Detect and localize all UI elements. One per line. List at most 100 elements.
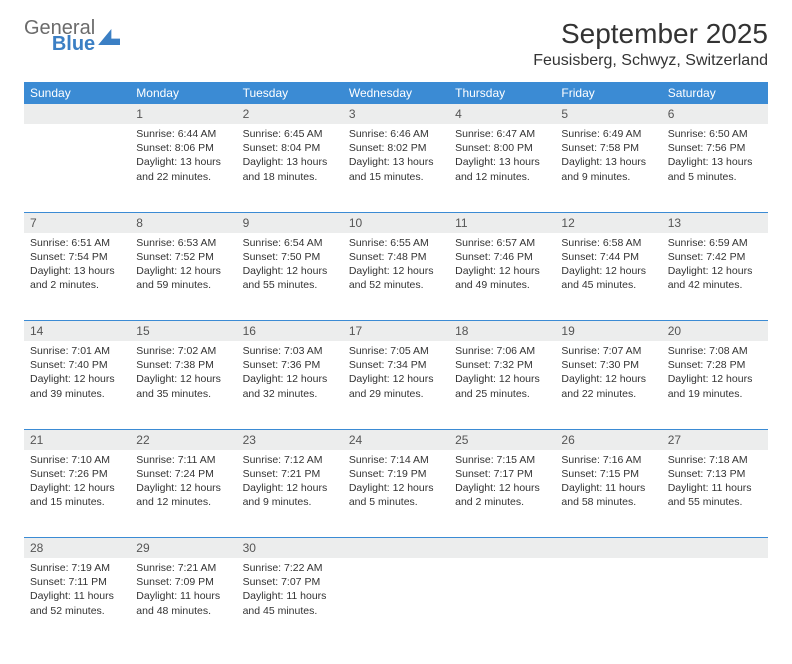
sunset-text: Sunset: 7:30 PM xyxy=(561,358,655,372)
daylight-text: Daylight: 12 hours and 49 minutes. xyxy=(455,264,549,292)
daylight-text: Daylight: 12 hours and 29 minutes. xyxy=(349,372,443,400)
sunset-text: Sunset: 7:58 PM xyxy=(561,141,655,155)
sunset-text: Sunset: 7:52 PM xyxy=(136,250,230,264)
day-content: Sunrise: 6:59 AMSunset: 7:42 PMDaylight:… xyxy=(662,233,768,297)
sunrise-text: Sunrise: 7:11 AM xyxy=(136,453,230,467)
sunrise-text: Sunrise: 7:07 AM xyxy=(561,344,655,358)
day-cell: Sunrise: 7:01 AMSunset: 7:40 PMDaylight:… xyxy=(24,341,130,429)
daylight-text: Daylight: 13 hours and 12 minutes. xyxy=(455,155,549,183)
sunrise-text: Sunrise: 6:59 AM xyxy=(668,236,762,250)
day-cell: Sunrise: 6:50 AMSunset: 7:56 PMDaylight:… xyxy=(662,124,768,212)
calendar-table: Sunday Monday Tuesday Wednesday Thursday… xyxy=(24,82,768,646)
day-cell xyxy=(343,558,449,646)
sunrise-text: Sunrise: 6:47 AM xyxy=(455,127,549,141)
day-number-cell: 12 xyxy=(555,212,661,233)
day-number-cell: 25 xyxy=(449,429,555,450)
day-number-cell xyxy=(24,104,130,124)
day-content: Sunrise: 7:08 AMSunset: 7:28 PMDaylight:… xyxy=(662,341,768,405)
day-cell: Sunrise: 7:02 AMSunset: 7:38 PMDaylight:… xyxy=(130,341,236,429)
day-content: Sunrise: 7:03 AMSunset: 7:36 PMDaylight:… xyxy=(237,341,343,405)
day-number-cell: 29 xyxy=(130,538,236,559)
logo-sail-icon xyxy=(98,29,120,45)
day-content: Sunrise: 6:58 AMSunset: 7:44 PMDaylight:… xyxy=(555,233,661,297)
sunset-text: Sunset: 7:21 PM xyxy=(243,467,337,481)
location: Feusisberg, Schwyz, Switzerland xyxy=(533,52,768,70)
day-number-cell: 15 xyxy=(130,321,236,342)
daylight-text: Daylight: 12 hours and 35 minutes. xyxy=(136,372,230,400)
sunrise-text: Sunrise: 6:44 AM xyxy=(136,127,230,141)
day-number-cell: 23 xyxy=(237,429,343,450)
day-cell: Sunrise: 7:07 AMSunset: 7:30 PMDaylight:… xyxy=(555,341,661,429)
day-cell: Sunrise: 6:53 AMSunset: 7:52 PMDaylight:… xyxy=(130,233,236,321)
daylight-text: Daylight: 11 hours and 45 minutes. xyxy=(243,589,337,617)
day-content: Sunrise: 7:05 AMSunset: 7:34 PMDaylight:… xyxy=(343,341,449,405)
day-number-cell xyxy=(555,538,661,559)
day-cell: Sunrise: 6:47 AMSunset: 8:00 PMDaylight:… xyxy=(449,124,555,212)
day-content: Sunrise: 6:57 AMSunset: 7:46 PMDaylight:… xyxy=(449,233,555,297)
sunset-text: Sunset: 8:00 PM xyxy=(455,141,549,155)
day-content: Sunrise: 7:18 AMSunset: 7:13 PMDaylight:… xyxy=(662,450,768,514)
logo: General Blue xyxy=(24,18,120,54)
daylight-text: Daylight: 12 hours and 52 minutes. xyxy=(349,264,443,292)
day-number-cell: 4 xyxy=(449,104,555,124)
day-cell: Sunrise: 6:57 AMSunset: 7:46 PMDaylight:… xyxy=(449,233,555,321)
sunrise-text: Sunrise: 7:03 AM xyxy=(243,344,337,358)
day-content: Sunrise: 7:10 AMSunset: 7:26 PMDaylight:… xyxy=(24,450,130,514)
sunrise-text: Sunrise: 6:45 AM xyxy=(243,127,337,141)
day-number-row: 21222324252627 xyxy=(24,429,768,450)
sunset-text: Sunset: 7:54 PM xyxy=(30,250,124,264)
day-number-cell: 27 xyxy=(662,429,768,450)
day-number-cell: 24 xyxy=(343,429,449,450)
day-cell xyxy=(555,558,661,646)
sunset-text: Sunset: 7:48 PM xyxy=(349,250,443,264)
header: General Blue September 2025 Feusisberg, … xyxy=(24,18,768,70)
day-cell: Sunrise: 7:08 AMSunset: 7:28 PMDaylight:… xyxy=(662,341,768,429)
sunrise-text: Sunrise: 6:53 AM xyxy=(136,236,230,250)
day-number-cell: 5 xyxy=(555,104,661,124)
sunrise-text: Sunrise: 6:54 AM xyxy=(243,236,337,250)
day-number-cell: 21 xyxy=(24,429,130,450)
day-number-cell: 14 xyxy=(24,321,130,342)
day-cell: Sunrise: 7:15 AMSunset: 7:17 PMDaylight:… xyxy=(449,450,555,538)
day-cell: Sunrise: 6:58 AMSunset: 7:44 PMDaylight:… xyxy=(555,233,661,321)
weekday-header: Thursday xyxy=(449,82,555,104)
day-number-cell: 1 xyxy=(130,104,236,124)
day-cell: Sunrise: 6:59 AMSunset: 7:42 PMDaylight:… xyxy=(662,233,768,321)
day-number-cell: 30 xyxy=(237,538,343,559)
day-cell xyxy=(24,124,130,212)
daylight-text: Daylight: 11 hours and 58 minutes. xyxy=(561,481,655,509)
day-content: Sunrise: 6:49 AMSunset: 7:58 PMDaylight:… xyxy=(555,124,661,188)
day-content: Sunrise: 7:02 AMSunset: 7:38 PMDaylight:… xyxy=(130,341,236,405)
day-content: Sunrise: 7:21 AMSunset: 7:09 PMDaylight:… xyxy=(130,558,236,622)
day-number-cell: 6 xyxy=(662,104,768,124)
day-number-cell: 13 xyxy=(662,212,768,233)
sunset-text: Sunset: 7:11 PM xyxy=(30,575,124,589)
daylight-text: Daylight: 12 hours and 39 minutes. xyxy=(30,372,124,400)
logo-word-2: Blue xyxy=(52,33,95,55)
day-content-row: Sunrise: 7:19 AMSunset: 7:11 PMDaylight:… xyxy=(24,558,768,646)
day-content: Sunrise: 7:19 AMSunset: 7:11 PMDaylight:… xyxy=(24,558,130,622)
day-cell: Sunrise: 7:05 AMSunset: 7:34 PMDaylight:… xyxy=(343,341,449,429)
day-content: Sunrise: 6:54 AMSunset: 7:50 PMDaylight:… xyxy=(237,233,343,297)
logo-text-block: General Blue xyxy=(24,18,95,54)
day-content: Sunrise: 7:14 AMSunset: 7:19 PMDaylight:… xyxy=(343,450,449,514)
day-content: Sunrise: 7:06 AMSunset: 7:32 PMDaylight:… xyxy=(449,341,555,405)
sunrise-text: Sunrise: 7:12 AM xyxy=(243,453,337,467)
day-cell xyxy=(449,558,555,646)
page-title: September 2025 xyxy=(533,18,768,50)
day-cell: Sunrise: 6:44 AMSunset: 8:06 PMDaylight:… xyxy=(130,124,236,212)
day-number-cell: 28 xyxy=(24,538,130,559)
sunset-text: Sunset: 7:40 PM xyxy=(30,358,124,372)
day-content: Sunrise: 6:44 AMSunset: 8:06 PMDaylight:… xyxy=(130,124,236,188)
daylight-text: Daylight: 12 hours and 32 minutes. xyxy=(243,372,337,400)
daylight-text: Daylight: 12 hours and 2 minutes. xyxy=(455,481,549,509)
day-number-cell: 11 xyxy=(449,212,555,233)
sunrise-text: Sunrise: 7:05 AM xyxy=(349,344,443,358)
sunset-text: Sunset: 7:15 PM xyxy=(561,467,655,481)
day-cell: Sunrise: 7:16 AMSunset: 7:15 PMDaylight:… xyxy=(555,450,661,538)
sunrise-text: Sunrise: 6:46 AM xyxy=(349,127,443,141)
day-number-cell xyxy=(662,538,768,559)
day-cell: Sunrise: 6:54 AMSunset: 7:50 PMDaylight:… xyxy=(237,233,343,321)
daylight-text: Daylight: 12 hours and 42 minutes. xyxy=(668,264,762,292)
day-number-cell: 19 xyxy=(555,321,661,342)
